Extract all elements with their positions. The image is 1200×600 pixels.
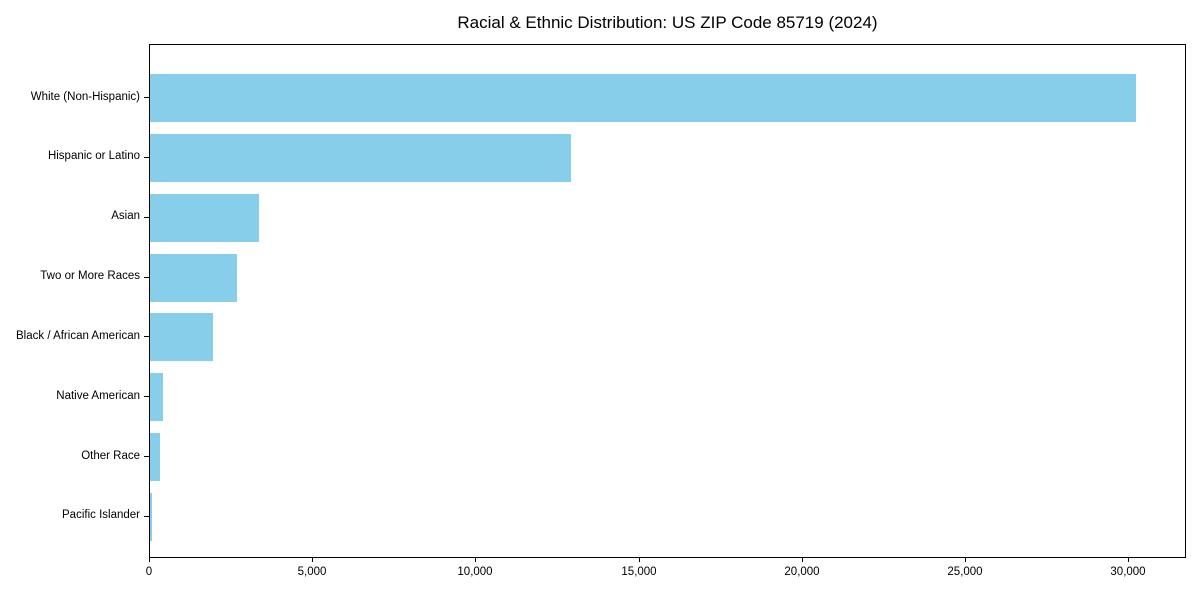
y-tick-label: Pacific Islander	[62, 509, 140, 521]
x-tick-mark	[475, 558, 476, 562]
x-tick-label: 30,000	[1110, 566, 1146, 578]
x-tick-mark	[802, 558, 803, 562]
y-tick-label: Two or More Races	[40, 270, 140, 282]
x-tick-mark	[1128, 558, 1129, 562]
y-tick-mark	[144, 97, 149, 98]
x-tick-mark	[965, 558, 966, 562]
y-tick-label: Native American	[56, 390, 140, 402]
y-tick-mark	[144, 396, 149, 397]
bar-native-american	[150, 373, 163, 422]
x-tick-mark	[312, 558, 313, 562]
x-tick-label: 20,000	[784, 566, 820, 578]
bar-hispanic-or-latino	[150, 133, 571, 182]
chart-title: Racial & Ethnic Distribution: US ZIP Cod…	[457, 13, 878, 32]
bar-white-non-hispanic	[150, 74, 1136, 122]
x-tick-label: 15,000	[621, 566, 657, 578]
bar-pacific-islander	[150, 492, 152, 541]
y-tick-mark	[144, 157, 149, 158]
plot-area	[149, 44, 1186, 558]
x-tick-mark	[149, 558, 150, 562]
bar-black-african-american	[150, 313, 213, 362]
x-tick-label: 10,000	[457, 566, 493, 578]
y-tick-label: Hispanic or Latino	[47, 150, 140, 162]
bar-two-or-more-races	[150, 253, 237, 302]
x-tick-label: 0	[145, 566, 153, 578]
bar-asian	[150, 193, 259, 242]
y-tick-label: Other Race	[81, 450, 140, 462]
bar-other-race	[150, 433, 160, 482]
x-tick-label: 25,000	[947, 566, 983, 578]
y-tick-label: Asian	[111, 210, 140, 222]
y-tick-label: White (Non-Hispanic)	[30, 91, 140, 103]
y-tick-mark	[144, 336, 149, 337]
y-tick-label: Black / African American	[16, 330, 140, 342]
y-tick-mark	[144, 516, 149, 517]
y-tick-mark	[144, 217, 149, 218]
y-tick-mark	[144, 456, 149, 457]
y-tick-mark	[144, 277, 149, 278]
x-tick-label: 5,000	[297, 566, 327, 578]
x-tick-mark	[639, 558, 640, 562]
